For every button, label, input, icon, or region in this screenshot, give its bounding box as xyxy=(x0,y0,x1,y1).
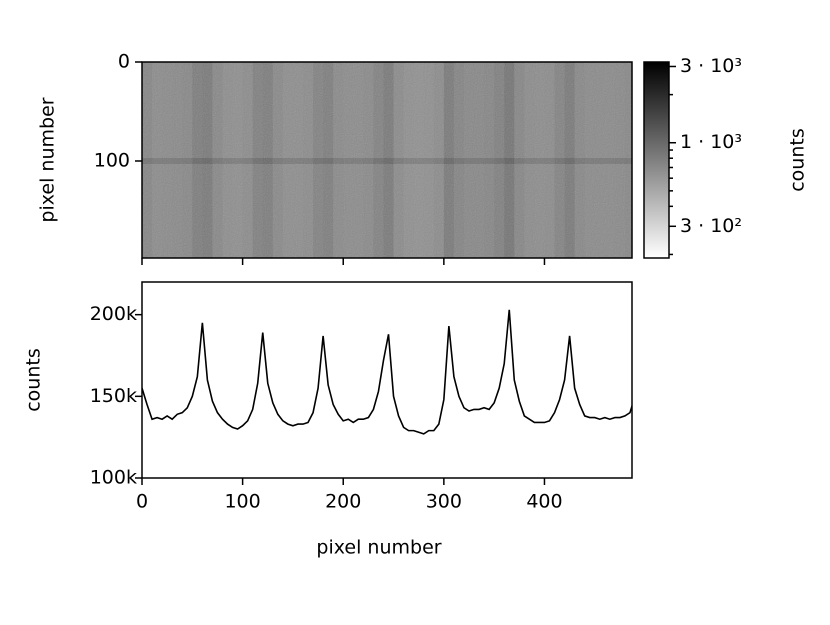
x-tick-label: 100 xyxy=(224,491,260,513)
colorbar-tick-label: 3 · 10² xyxy=(680,215,742,237)
y-axis-label: counts xyxy=(23,348,45,412)
line-panel xyxy=(142,309,632,435)
y-tick-label: 100k xyxy=(90,467,137,489)
y-axis-label: pixel number xyxy=(37,97,59,222)
x-tick-label: 0 xyxy=(136,491,148,513)
grain-texture xyxy=(142,62,632,258)
x-tick-label: 400 xyxy=(526,491,562,513)
data-line xyxy=(142,309,632,435)
x-tick-label: 300 xyxy=(426,491,462,513)
colorbar-tick-label: 1 · 10³ xyxy=(680,131,742,153)
y-tick-label: 0 xyxy=(118,51,130,73)
y-tick-label: 200k xyxy=(90,303,137,325)
colorbar xyxy=(643,61,670,259)
colorbar-label: counts xyxy=(787,128,809,192)
colorbar-tick-label: 3 · 10³ xyxy=(680,55,742,77)
y-tick-label: 100 xyxy=(94,149,130,171)
x-axis-label: pixel number xyxy=(316,537,441,559)
line-frame xyxy=(141,281,633,479)
x-tick-label: 200 xyxy=(325,491,361,513)
heatmap-frame xyxy=(141,61,633,259)
y-tick-label: 150k xyxy=(90,385,137,407)
